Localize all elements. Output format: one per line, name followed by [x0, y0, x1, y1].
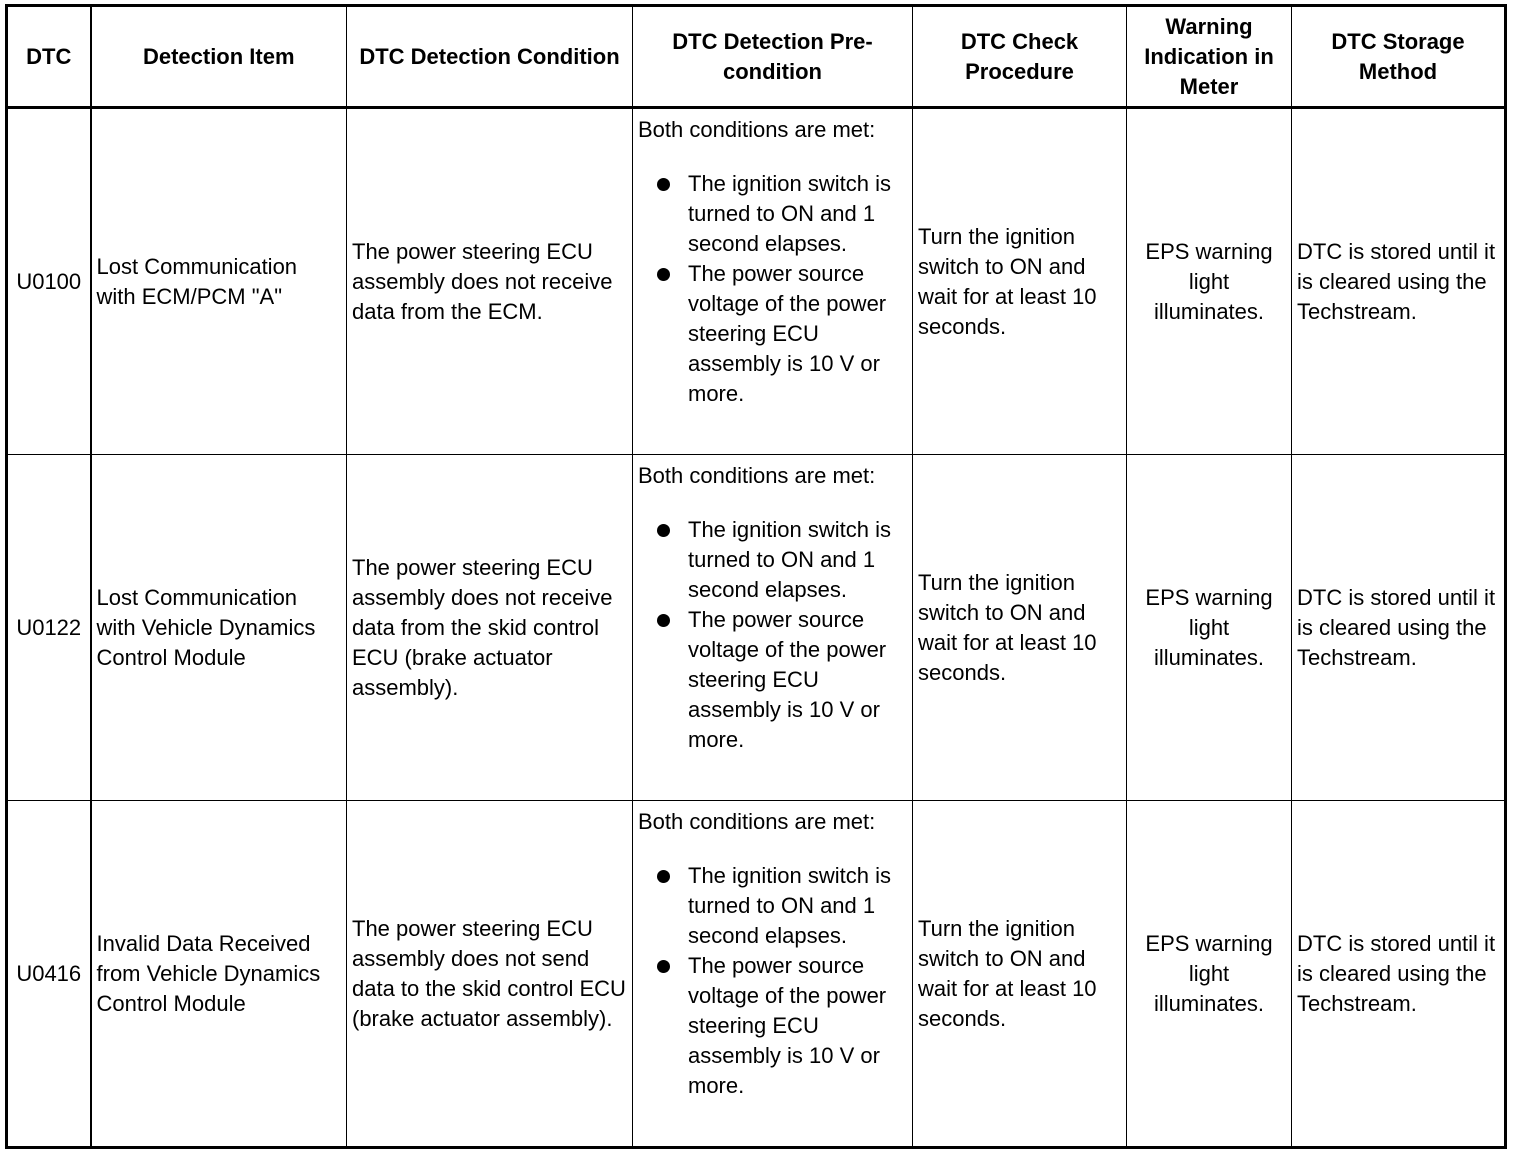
- list-item: The power source voltage of the power st…: [657, 259, 907, 409]
- dtc-code: U0122: [6, 454, 92, 801]
- precondition-intro: Both conditions are met:: [638, 117, 876, 142]
- list-item-text: The ignition switch is turned to ON and …: [688, 863, 891, 948]
- precondition-list: The ignition switch is turned to ON and …: [638, 515, 907, 755]
- precondition-intro: Both conditions are met:: [638, 809, 876, 834]
- header-storage-method: DTC Storage Method: [1291, 5, 1506, 109]
- header-warning-indication: Warning Indication in Meter: [1126, 5, 1292, 109]
- precondition-list: The ignition switch is turned to ON and …: [638, 861, 907, 1101]
- header-row: DTC Detection Item DTC Detection Condition…: [6, 5, 1506, 109]
- warning-indication: EPS warning light illuminates.: [1126, 800, 1292, 1148]
- list-item-text: The ignition switch is turned to ON and …: [688, 171, 891, 256]
- detection-precondition: Both conditions are met: The ignition swi…: [632, 454, 913, 801]
- header-dtc: DTC: [6, 5, 92, 109]
- check-procedure: Turn the ignition switch to ON and wait …: [912, 800, 1127, 1148]
- storage-method: DTC is stored until it is cleared using …: [1291, 800, 1506, 1148]
- bullet-icon: [657, 870, 670, 883]
- detection-condition: The power steering ECU assembly does not…: [346, 454, 633, 801]
- check-procedure: Turn the ignition switch to ON and wait …: [912, 107, 1127, 455]
- list-item-text: The ignition switch is turned to ON and …: [688, 517, 891, 602]
- dtc-code: U0416: [6, 800, 92, 1148]
- detection-item: Lost Communication with Vehicle Dynamics…: [90, 454, 347, 801]
- header-detection-condition: DTC Detection Condition: [346, 5, 633, 109]
- list-item-text: The power source voltage of the power st…: [688, 261, 887, 406]
- bullet-icon: [657, 960, 670, 973]
- warning-indication: EPS warning light illuminates.: [1126, 454, 1292, 801]
- header-check-procedure: DTC Check Procedure: [912, 5, 1127, 109]
- warning-indication: EPS warning light illuminates.: [1126, 107, 1292, 455]
- detection-precondition: Both conditions are met: The ignition swi…: [632, 800, 913, 1148]
- detection-condition: The power steering ECU assembly does not…: [346, 800, 633, 1148]
- bullet-icon: [657, 178, 670, 191]
- list-item: The power source voltage of the power st…: [657, 951, 907, 1101]
- check-procedure: Turn the ignition switch to ON and wait …: [912, 454, 1127, 801]
- detection-item: Invalid Data Received from Vehicle Dynam…: [90, 800, 347, 1148]
- bullet-icon: [657, 614, 670, 627]
- header-detection-item: Detection Item: [90, 5, 347, 109]
- bullet-icon: [657, 268, 670, 281]
- precondition-list: The ignition switch is turned to ON and …: [638, 169, 907, 409]
- header-detection-precondition: DTC Detection Pre-condition: [632, 5, 913, 109]
- dtc-table: DTC Detection Item DTC Detection Condition…: [5, 4, 1507, 1149]
- table-row: U0416 Invalid Data Received from Vehicle …: [6, 800, 1506, 1148]
- detection-condition: The power steering ECU assembly does not…: [346, 107, 633, 455]
- storage-method: DTC is stored until it is cleared using …: [1291, 454, 1506, 801]
- list-item-text: The power source voltage of the power st…: [688, 607, 887, 752]
- bullet-icon: [657, 524, 670, 537]
- list-item: The ignition switch is turned to ON and …: [657, 861, 907, 951]
- dtc-code: U0100: [6, 107, 92, 455]
- table-row: U0122 Lost Communication with Vehicle Dyn…: [6, 454, 1506, 801]
- storage-method: DTC is stored until it is cleared using …: [1291, 107, 1506, 455]
- list-item: The ignition switch is turned to ON and …: [657, 169, 907, 259]
- detection-item: Lost Communication with ECM/PCM "A": [90, 107, 347, 455]
- table-row: U0100 Lost Communication with ECM/PCM "A"…: [6, 107, 1506, 455]
- precondition-intro: Both conditions are met:: [638, 463, 876, 488]
- list-item-text: The power source voltage of the power st…: [688, 953, 887, 1098]
- list-item: The power source voltage of the power st…: [657, 605, 907, 755]
- list-item: The ignition switch is turned to ON and …: [657, 515, 907, 605]
- detection-precondition: Both conditions are met: The ignition swi…: [632, 107, 913, 455]
